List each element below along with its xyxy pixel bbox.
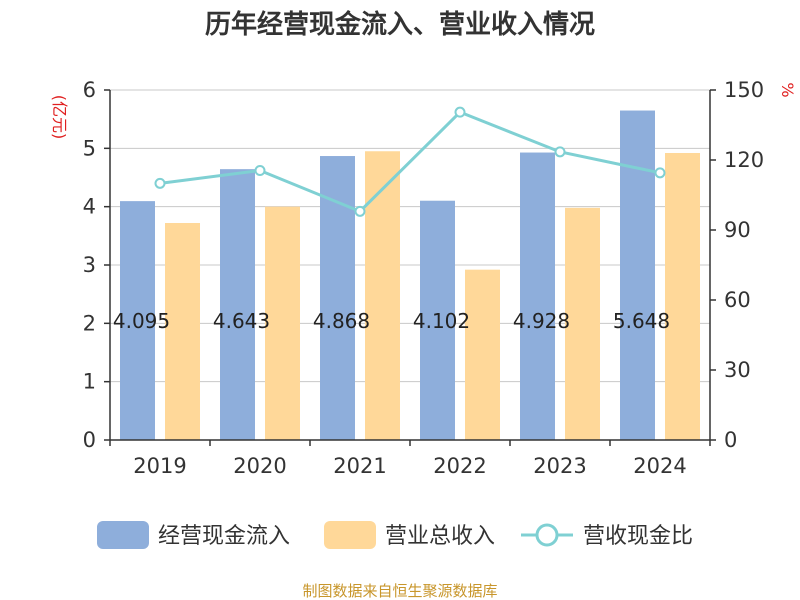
y-right-tick-label: 120 [724,148,764,172]
bar-revenue [165,223,200,440]
y-left-tick-label: 6 [83,78,96,102]
ratio-point [354,205,366,217]
legend-label-revenue: 营业总收入 [385,524,495,549]
ratio-point [254,165,266,176]
y-right-unit: % [778,82,797,97]
ratio-point [654,167,666,179]
data-label: 4.868 [313,309,370,333]
ratio-point [554,146,566,158]
bar-cash-inflow [220,169,255,441]
data-label: 4.928 [513,309,570,333]
x-tick-label: 2021 [333,454,386,478]
bar-revenue [265,206,300,440]
y-right-tick-label: 150 [724,78,764,102]
ratio-point [154,177,166,189]
y-right-tick-label: 0 [724,428,737,452]
ratio-line-path [159,110,661,214]
bar-cash-inflow [120,201,155,440]
bar-revenue [565,207,600,440]
grid-lines [110,89,710,383]
data-label: 4.643 [213,309,270,333]
bar-revenue [465,269,500,440]
source-note: 制图数据来自恒生聚源数据库 [302,582,497,600]
chart-title: 历年经营现金流入、营业收入情况 [205,9,595,40]
legend: 经营现金流入 营业总收入 营收现金比 [97,521,693,549]
data-labels: 4.095 4.643 4.868 4.102 4.928 5.648 [113,309,670,333]
y-left-tick-label: 1 [83,370,96,394]
bar-revenue [665,153,700,440]
y-right-tick-label: 60 [724,288,751,312]
data-label: 4.095 [113,309,170,333]
y-left-tick-label: 0 [83,428,96,452]
legend-label-ratio: 营收现金比 [583,524,693,549]
y-left-unit: (亿元) [50,95,69,140]
legend-swatch-ratio-marker [535,523,559,547]
x-tick-label: 2024 [633,454,686,478]
x-tick-label: 2023 [533,454,586,478]
y-right-tick-label: 30 [724,358,751,382]
legend-label-cash-inflow: 经营现金流入 [158,524,290,549]
y-left-tick-label: 2 [83,311,96,335]
bars [120,110,700,441]
x-tick-label: 2022 [433,454,486,478]
bar-cash-inflow [420,200,455,440]
y-right-tick-label: 90 [724,218,751,242]
legend-swatch-cash-inflow [97,521,149,549]
data-label: 4.102 [413,309,470,333]
data-label: 5.648 [613,309,670,333]
bar-revenue [365,151,400,440]
ratio-point [454,106,466,118]
bar-cash-inflow [620,110,655,441]
x-tick-label: 2020 [233,454,286,478]
y-left-tick-label: 4 [83,195,96,219]
x-tick-label: 2019 [133,454,186,478]
y-left-tick-label: 3 [83,253,96,277]
ratio-line [154,106,666,217]
bar-cash-inflow [520,152,555,441]
legend-swatch-revenue [324,521,376,549]
y-left-tick-label: 5 [83,136,96,160]
